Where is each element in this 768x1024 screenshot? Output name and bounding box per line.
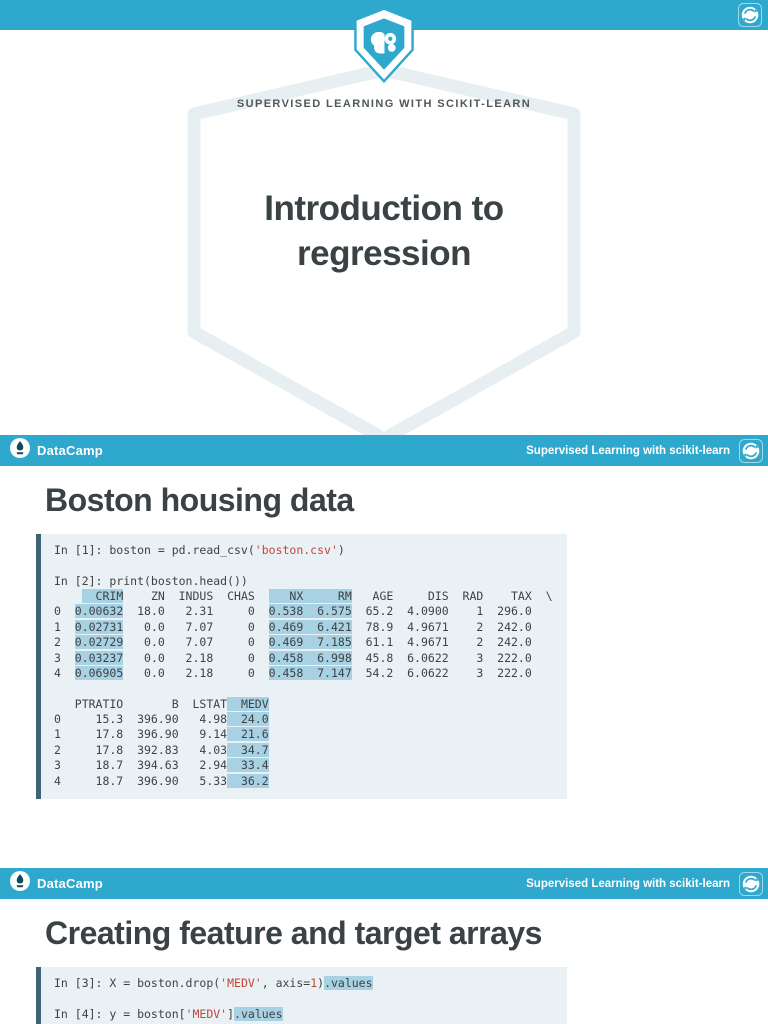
- code-line: 2 17.8 392.83 4.03 34.7: [54, 742, 269, 757]
- deck-title-line1: Introduction to: [264, 189, 504, 228]
- course-label: Supervised Learning with scikit-learn: [526, 444, 730, 457]
- code-line: 4 0.06905 0.0 2.18 0 0.458 7.147 54.2 6.…: [54, 665, 532, 680]
- code-line: In [2]: print(boston.head()): [54, 573, 248, 588]
- code-line: 1 17.8 396.90 9.14 21.6: [54, 727, 269, 742]
- code-line: In [3]: X = boston.drop('MEDV', axis=1).…: [54, 975, 373, 990]
- slide-title: Boston housing data: [45, 482, 354, 518]
- title-slide: SUPERVISED LEARNING WITH SCIKIT-LEARN In…: [0, 0, 768, 435]
- code-line: CRIM ZN INDUS CHAS NX RM AGE DIS RAD TAX…: [81, 588, 553, 603]
- code-block-boston: In [1]: boston = pd.read_csv('boston.csv…: [36, 533, 567, 800]
- code-line: 2 0.02729 0.0 7.07 0 0.469 7.185 61.1 4.…: [54, 635, 532, 650]
- shield-brain-logo: [353, 7, 415, 88]
- brand-name: DataCamp: [37, 876, 103, 891]
- slide-title: Creating feature and target arrays: [45, 915, 542, 951]
- brand-name: DataCamp: [37, 443, 103, 458]
- sync-icon: [739, 438, 763, 463]
- code-line: In [1]: boston = pd.read_csv('boston.csv…: [54, 542, 345, 557]
- datacamp-logo: [10, 871, 30, 896]
- code-line: 0 15.3 396.90 4.98 24.0: [54, 712, 269, 727]
- code-line: 3 18.7 394.63 2.94 33.4: [54, 758, 269, 773]
- code-line: 4 18.7 396.90 5.33 36.2: [54, 773, 269, 788]
- bar-right: Supervised Learning with scikit-learn: [526, 438, 763, 463]
- slide-feature-target-arrays: DataCamp Supervised Learning with scikit…: [0, 868, 768, 1024]
- brand: DataCamp: [10, 871, 103, 896]
- code-block-feature-target: In [3]: X = boston.drop('MEDV', axis=1).…: [36, 966, 567, 1024]
- course-kicker: SUPERVISED LEARNING WITH SCIKIT-LEARN: [236, 98, 532, 110]
- code-line: 0 0.00632 18.0 2.31 0 0.538 6.575 65.2 4…: [54, 604, 532, 619]
- bar-right: Supervised Learning with scikit-learn: [526, 871, 763, 896]
- course-label: Supervised Learning with scikit-learn: [526, 877, 730, 890]
- deck-title-line2: regression: [297, 234, 471, 273]
- slide-header-bar: DataCamp Supervised Learning with scikit…: [0, 435, 768, 466]
- deck-title: Introduction to regression: [0, 186, 768, 276]
- sync-icon: [739, 871, 763, 896]
- code-line: 3 0.03237 0.0 2.18 0 0.458 6.998 45.8 6.…: [54, 650, 532, 665]
- code-line: [54, 991, 557, 1006]
- code-line: [54, 681, 557, 696]
- datacamp-logo: [10, 438, 30, 463]
- code-line: PTRATIO B LSTAT MEDV: [54, 696, 269, 711]
- brain-icon: [370, 31, 397, 54]
- sync-icon: [738, 3, 762, 27]
- code-line: [54, 558, 557, 573]
- code-line: 1 0.02731 0.0 7.07 0 0.469 6.421 78.9 4.…: [54, 619, 532, 634]
- big-shield-outline: [187, 63, 581, 435]
- slide-boston-housing: DataCamp Supervised Learning with scikit…: [0, 435, 768, 868]
- brand: DataCamp: [10, 438, 103, 463]
- slide-header-bar: DataCamp Supervised Learning with scikit…: [0, 868, 768, 899]
- code-line: In [4]: y = boston['MEDV'].values: [54, 1006, 283, 1021]
